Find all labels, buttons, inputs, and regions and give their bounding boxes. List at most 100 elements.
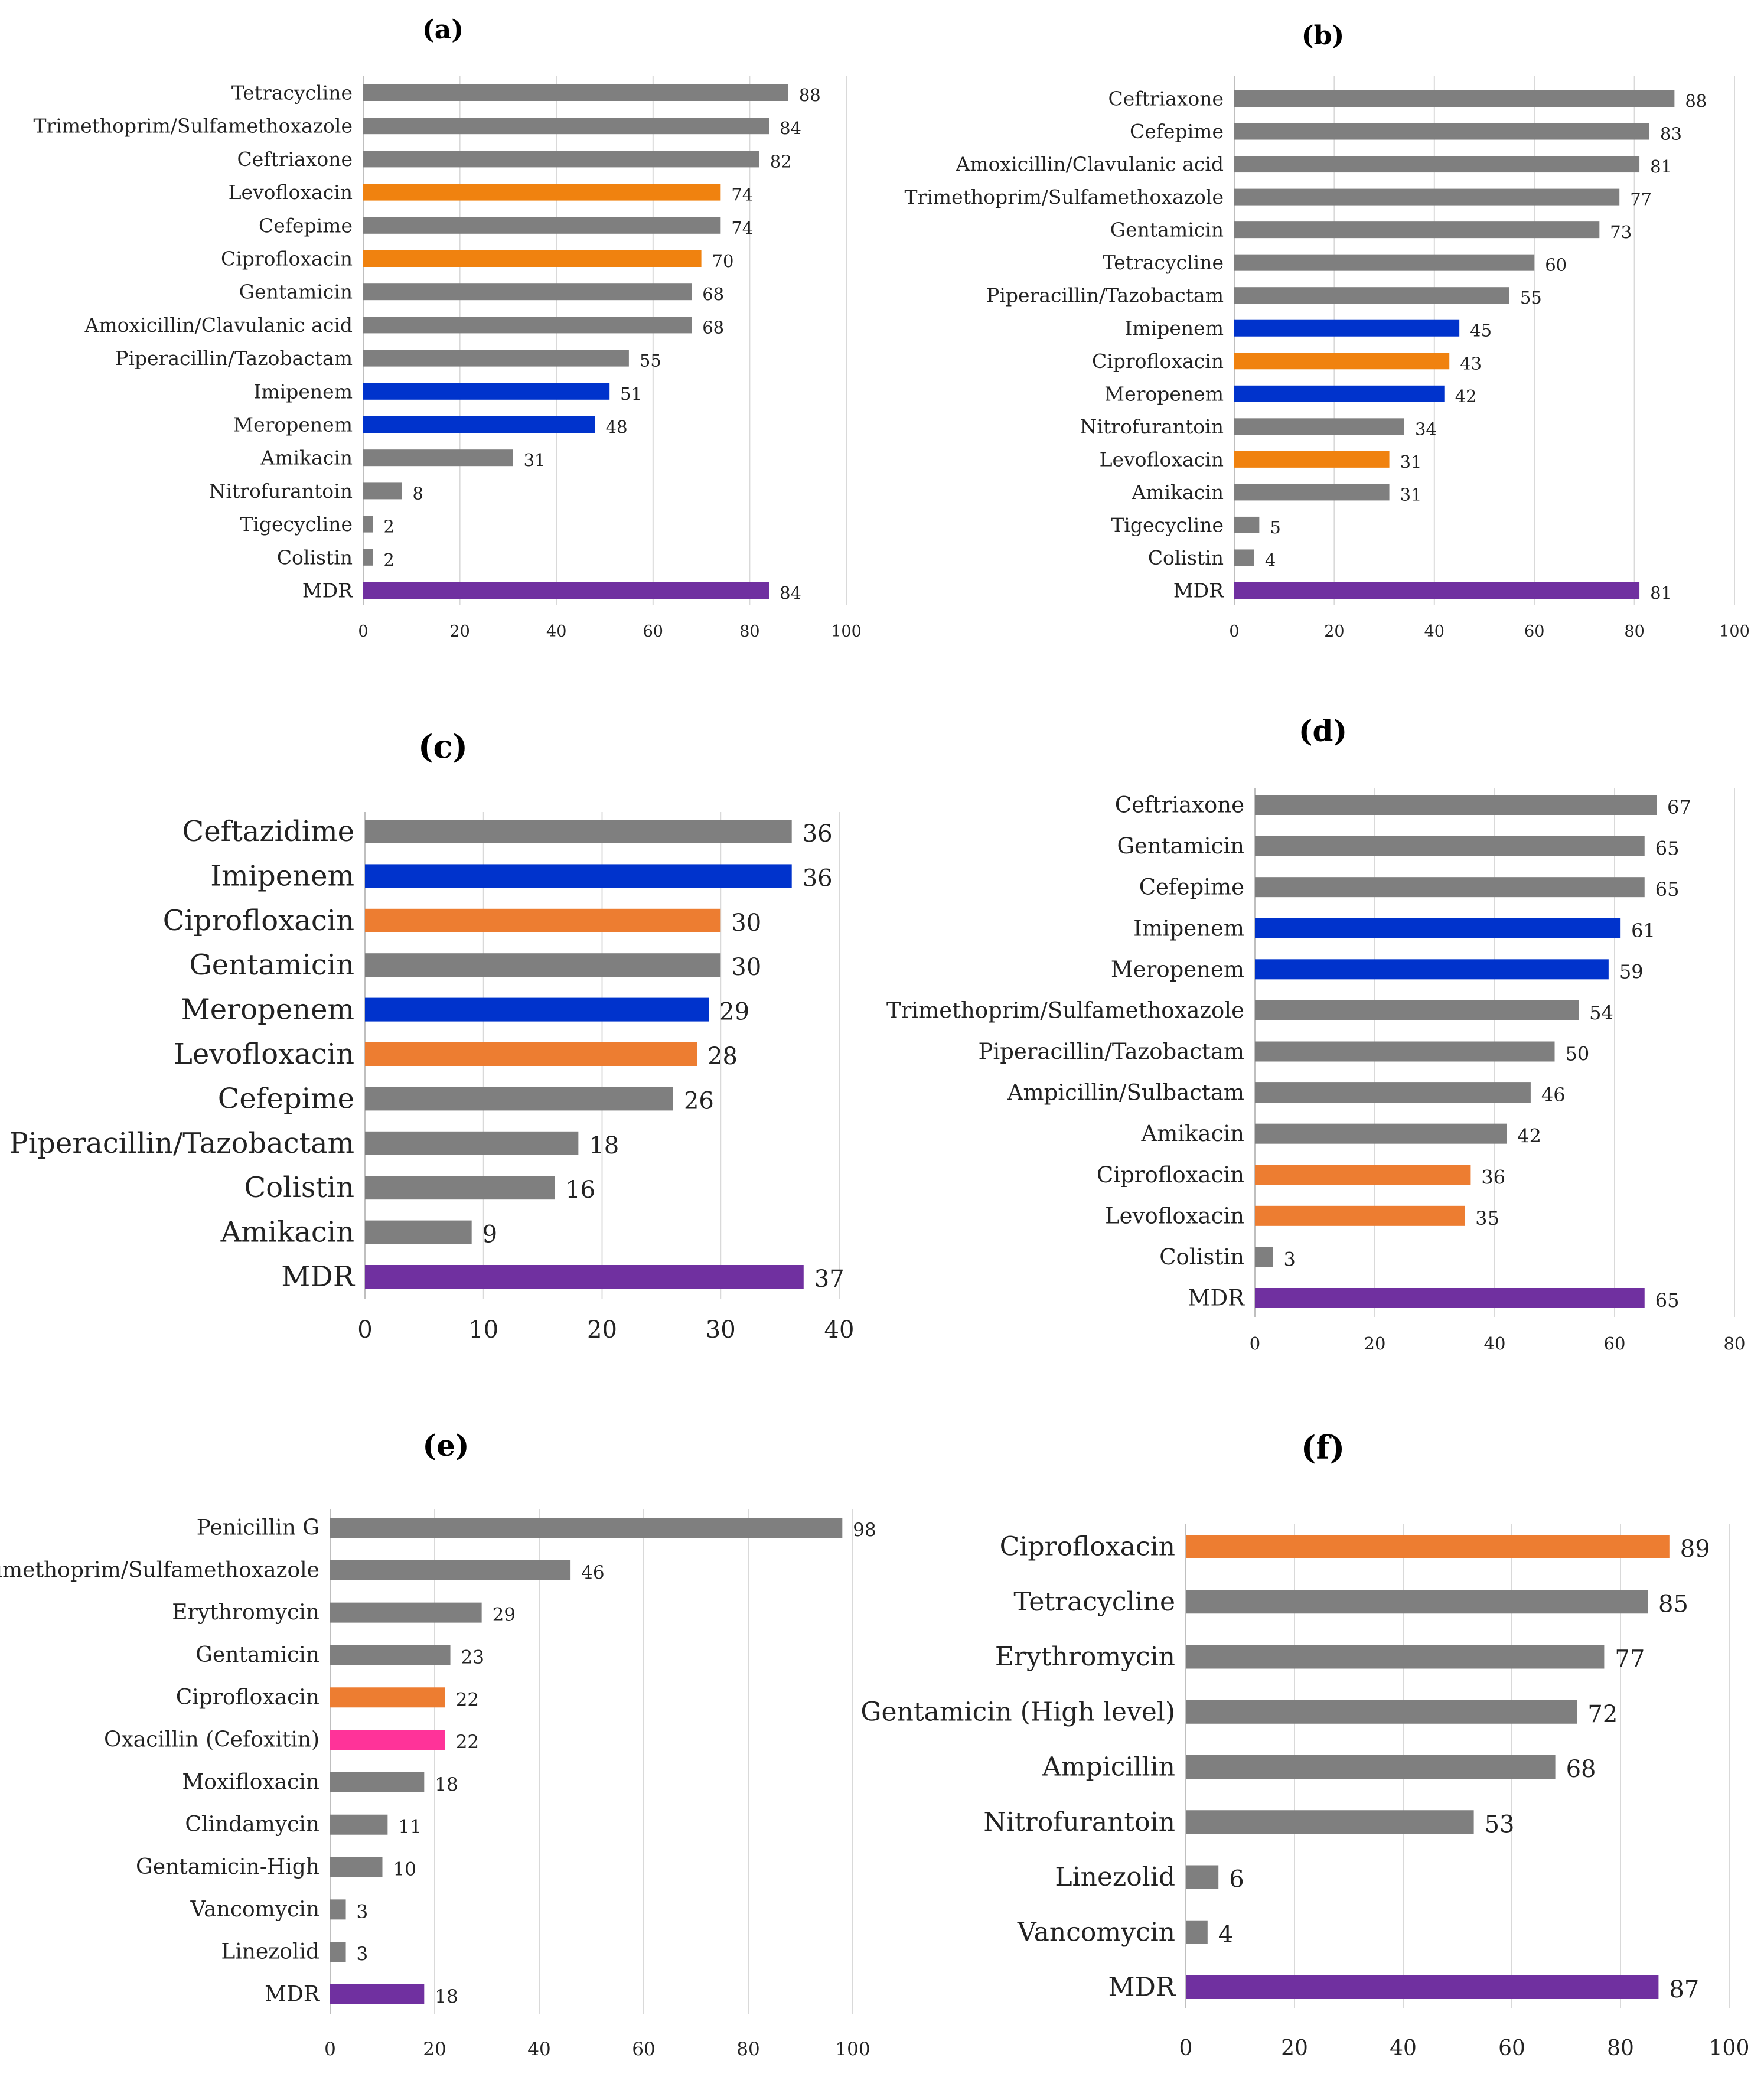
- x-tick-label: 20: [423, 2039, 446, 2060]
- category-label: Gentamicin: [189, 948, 354, 982]
- data-label: 30: [731, 954, 761, 981]
- bar: [1186, 1590, 1648, 1614]
- x-tick-label: 0: [1179, 2036, 1193, 2060]
- data-label: 35: [1475, 1207, 1499, 1230]
- bar: [330, 1857, 383, 1877]
- category-label: Ceftriaxone: [1108, 87, 1224, 110]
- category-label: Colistin: [277, 546, 353, 569]
- data-label: 2: [383, 550, 394, 570]
- category-label: Cefepime: [259, 214, 353, 237]
- data-label: 4: [1218, 1921, 1233, 1948]
- data-label: 65: [1655, 837, 1680, 860]
- category-label: Cefepime: [218, 1082, 354, 1115]
- bar: [330, 1645, 451, 1665]
- data-label: 42: [1455, 386, 1477, 406]
- data-label: 74: [731, 185, 753, 205]
- data-label: 77: [1630, 190, 1652, 210]
- bar: [1255, 877, 1645, 898]
- x-tick-label: 40: [546, 622, 566, 641]
- data-label: 46: [581, 1562, 604, 1583]
- data-label: 61: [1631, 920, 1655, 942]
- data-label: 60: [1545, 255, 1567, 275]
- chart-panel-5: (e) 0 20 40 60 80 100 Penicillin G 98 Trimethopri…: [0, 1428, 876, 2060]
- data-label: 3: [1283, 1248, 1295, 1270]
- panel-label: (b): [1302, 21, 1344, 51]
- bar: [1186, 1700, 1577, 1724]
- category-label: Tigecycline: [1111, 513, 1224, 536]
- data-label: 68: [1566, 1756, 1596, 1783]
- data-label: 16: [565, 1176, 595, 1204]
- data-label: 46: [1541, 1084, 1566, 1106]
- bar: [365, 908, 721, 932]
- category-label: Trimethoprim/Sulfamethoxazole: [886, 997, 1244, 1023]
- data-label: 50: [1566, 1043, 1590, 1065]
- category-label: Tetracycline: [1103, 251, 1224, 274]
- bar: [1255, 1000, 1579, 1020]
- category-label: Imipenem: [253, 380, 353, 403]
- bar: [1186, 1920, 1208, 1944]
- panel-label: (f): [1301, 1429, 1345, 1466]
- data-label: 68: [702, 317, 724, 337]
- data-label: 8: [412, 483, 423, 503]
- category-label: MDR: [1173, 579, 1224, 602]
- bar: [1234, 156, 1640, 173]
- bar: [1234, 418, 1404, 435]
- bar: [1186, 1645, 1605, 1669]
- category-label: Tetracycline: [231, 81, 353, 105]
- bar: [363, 383, 610, 400]
- bar: [365, 1176, 555, 1200]
- x-tick-label: 20: [1281, 2036, 1308, 2060]
- bar: [363, 317, 692, 334]
- data-label: 31: [1400, 484, 1422, 504]
- data-label: 31: [1400, 452, 1422, 472]
- category-label: Amikacin: [220, 1216, 354, 1249]
- bar: [1234, 221, 1600, 239]
- bar: [330, 1984, 425, 2004]
- category-label: Ciprofloxacin: [1000, 1532, 1175, 1562]
- data-label: 84: [780, 118, 801, 138]
- category-label: Nitrofurantoin: [1080, 415, 1224, 438]
- x-tick-label: 40: [824, 1316, 855, 1344]
- bar: [363, 416, 595, 433]
- category-label: MDR: [1188, 1286, 1245, 1311]
- bar: [1255, 1082, 1531, 1103]
- bar: [1255, 1165, 1471, 1185]
- data-label: 26: [684, 1087, 714, 1114]
- data-label: 89: [1680, 1535, 1710, 1563]
- bar: [363, 482, 402, 500]
- category-label: Ciprofloxacin: [163, 904, 354, 937]
- data-label: 70: [712, 251, 734, 271]
- bar: [363, 84, 788, 101]
- category-label: Piperacillin/Tazobactam: [9, 1127, 354, 1160]
- x-tick-label: 80: [1724, 1333, 1746, 1354]
- category-label: Ampicillin/Sulbactam: [1007, 1080, 1244, 1106]
- category-label: Penicillin G: [197, 1516, 319, 1540]
- bar: [365, 820, 792, 843]
- x-tick-label: 0: [358, 622, 368, 641]
- bar: [1234, 484, 1390, 501]
- bar: [1234, 319, 1460, 337]
- bar: [1186, 1810, 1474, 1834]
- category-label: Piperacillin/Tazobactam: [986, 284, 1224, 307]
- data-label: 51: [620, 384, 642, 404]
- panel-label: (d): [1299, 713, 1347, 748]
- x-tick-label: 0: [1250, 1333, 1260, 1354]
- data-label: 54: [1589, 1002, 1613, 1024]
- x-tick-label: 40: [1484, 1333, 1506, 1354]
- data-label: 6: [1229, 1866, 1244, 1893]
- bar: [365, 864, 792, 888]
- x-tick-label: 20: [1364, 1333, 1386, 1354]
- bar: [363, 582, 769, 599]
- data-label: 81: [1650, 583, 1672, 603]
- category-label: Moxifloxacin: [182, 1770, 319, 1794]
- category-label: Linezolid: [1055, 1862, 1175, 1892]
- bar: [365, 1131, 579, 1155]
- bar: [330, 1518, 843, 1538]
- bar: [330, 1942, 346, 1962]
- data-label: 4: [1265, 550, 1276, 570]
- x-tick-label: 100: [831, 622, 862, 641]
- data-label: 31: [524, 450, 546, 470]
- category-label: MDR: [302, 579, 353, 602]
- chart-panel-6: (f) 0 20 40 60 80 100 Ciprofloxacin 89 Tetracycli…: [860, 1429, 1749, 2060]
- data-label: 29: [493, 1605, 516, 1626]
